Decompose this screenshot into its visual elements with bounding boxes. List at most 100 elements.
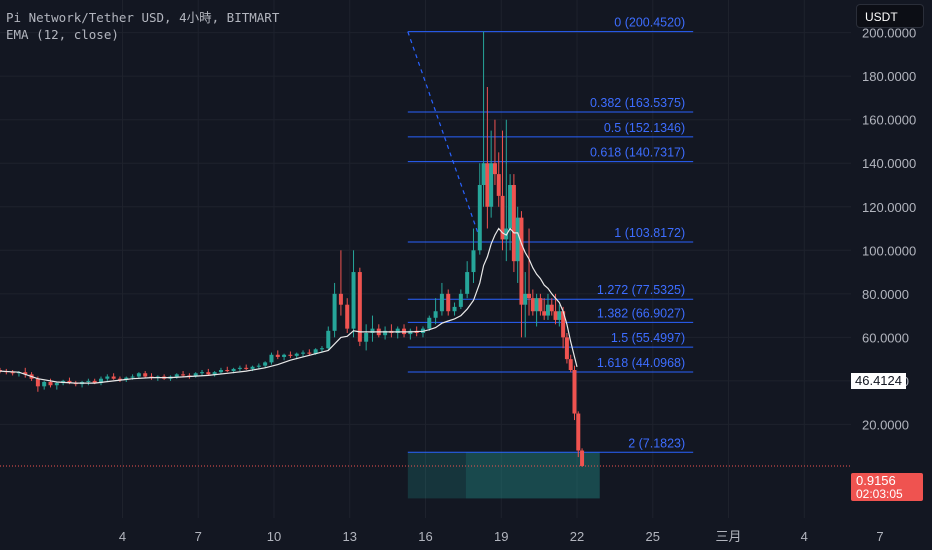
chart-legend: Pi Network/Tether USD, 4小時, BITMART EMA … [6,9,279,43]
target-zone-rect [407,452,600,499]
candle-body [143,373,148,377]
currency-button[interactable]: USDT [856,4,924,28]
last-price-tag: 0.9156 02:03:05 [851,473,923,501]
candle-body [269,354,274,363]
candle-body [250,366,255,369]
time-axis[interactable]: 47101316192225三月4710 [0,518,932,550]
price-tick-label: 100.0000 [862,243,916,258]
ema-line [0,227,851,467]
candle-body [130,376,135,378]
fib-level-label: 2 (7.1823) [628,436,685,450]
candle-body [458,293,463,307]
candle-body [181,374,186,376]
candle-body [511,185,516,262]
candle-body [515,217,520,262]
last-price-value: 0.9156 [856,473,896,488]
fib-level-label: 1.5 (55.4997) [611,331,685,345]
ema-price-tag: 46.4124 [851,373,906,389]
target-zone-inner [465,452,600,499]
price-axis[interactable]: 20.000040.000060.000080.0000100.0000120.… [851,0,932,550]
fib-level-label: 1 (103.8172) [614,226,685,240]
candle-body [452,306,457,312]
candle-body [92,380,97,384]
candle-body [439,293,444,312]
candle-body [288,354,293,356]
candle-body [370,328,375,333]
fibonacci-retracement: 0 (200.4520) 0.382 (163.5375) 0.5 (152.134… [407,16,694,453]
candle-body [313,349,318,354]
time-tick-label: 4 [801,529,808,544]
fib-level-label: 0.382 (163.5375) [590,96,685,110]
candle-body [136,373,141,377]
candle-body [561,311,566,338]
candle-body [48,381,53,386]
time-tick-label: 25 [646,529,660,544]
candle-body [351,272,356,329]
time-tick-label: 7 [876,529,883,544]
time-tick-label: 16 [418,529,432,544]
price-tick-label: 60.0000 [862,330,909,345]
fib-level-label: 1.272 (77.5325) [597,283,685,297]
candle-body [527,293,532,299]
candle-body [523,293,528,305]
candle-body [307,352,312,354]
candle-body [345,304,350,329]
candle-body [542,311,547,316]
candle-body [54,383,59,386]
time-tick-label: 13 [343,529,357,544]
candle-body [557,311,562,320]
fib-level-label: 1.382 (66.9027) [597,306,685,320]
candle-body [485,163,490,207]
candle-body [86,380,91,382]
candle-body [0,370,2,372]
candle-body [10,372,15,374]
candle-body [500,195,505,240]
price-tick-label: 200.0000 [862,26,916,41]
candle-body [42,381,47,387]
candle-body [174,374,179,377]
candle-body [99,378,104,384]
fib-trend-line [407,31,482,243]
candle-body [301,352,306,354]
candle-body [67,380,72,384]
price-tick-label: 160.0000 [862,113,916,128]
price-tick-label: 80.0000 [862,287,909,302]
candle-body [237,367,242,369]
candle-body [326,330,331,349]
candle-body [395,328,400,333]
candle-body [111,376,116,379]
target-zone [407,452,600,499]
candle-body [545,304,550,316]
candle-body [23,372,28,375]
candle-body [231,368,236,372]
candle-body [206,372,211,375]
price-tick-label: 140.0000 [862,156,916,171]
candle-body [244,367,249,369]
fib-level-label: 1.618 (44.0968) [597,356,685,370]
candle-body [105,376,110,379]
candle-body [481,163,486,185]
time-tick-label: 7 [195,529,202,544]
candle-body [508,185,513,229]
candle-body [549,304,554,312]
time-tick-label: 19 [494,529,508,544]
candle-body [433,311,438,318]
candle-body [446,293,451,312]
candle-body [489,163,494,207]
candle-body [319,348,324,350]
candle-body [117,378,122,380]
candle-body [357,272,362,342]
candle-body [35,378,40,387]
candle-body [538,298,543,312]
price-tick-label: 120.0000 [862,200,916,215]
candlestick-series [0,31,585,467]
fib-level-label: 0.618 (140.7317) [590,146,685,160]
candle-body [553,311,558,320]
candle-body [496,174,501,196]
indicator-title[interactable]: EMA (12, close) [6,27,119,42]
price-tick-label: 20.0000 [862,417,909,432]
symbol-title[interactable]: Pi Network/Tether USD, 4小時, BITMART [6,10,280,25]
candle-body [193,373,198,377]
grid-lines [0,0,881,518]
